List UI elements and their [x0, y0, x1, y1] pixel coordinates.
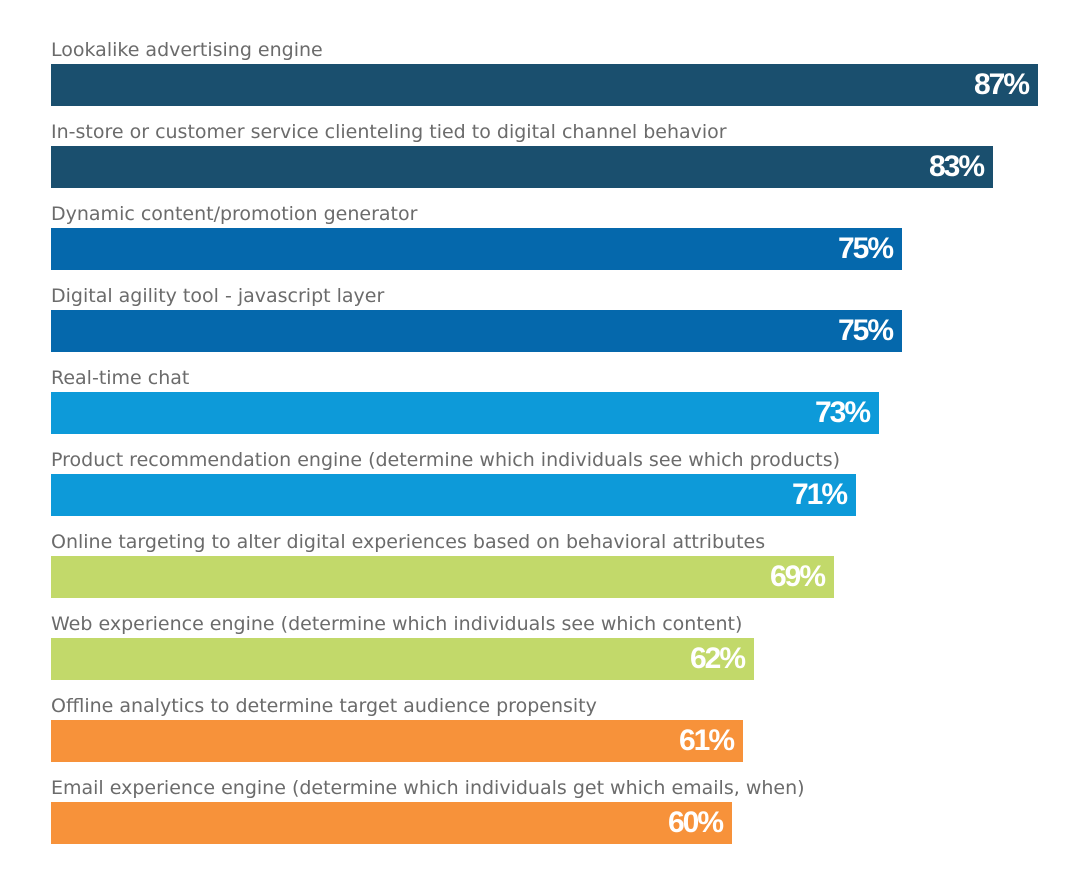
category-label: Web experience engine (determine which i…	[51, 613, 743, 635]
bar	[51, 310, 902, 352]
category-label: Real-time chat	[51, 367, 190, 389]
bar-row: Digital agility tool - javascript layer 7…	[0, 284, 1074, 354]
bar	[51, 802, 732, 844]
category-label: Product recommendation engine (determine…	[51, 449, 841, 471]
bar-row: In-store or customer service clienteling…	[0, 120, 1074, 190]
bar-row: Online targeting to alter digital experi…	[0, 530, 1074, 600]
category-label: In-store or customer service clienteling…	[51, 121, 727, 143]
bar-row: Lookalike advertising engine 87%	[0, 38, 1074, 108]
bar-row: Dynamic content/promotion generator 75%	[0, 202, 1074, 272]
bar-value-label: 69%	[769, 560, 826, 593]
bar-row: Product recommendation engine (determine…	[0, 448, 1074, 518]
category-label: Lookalike advertising engine	[51, 39, 323, 61]
bar	[51, 720, 743, 762]
bar	[51, 474, 856, 516]
bar-value-label: 75%	[837, 232, 894, 265]
category-label: Online targeting to alter digital experi…	[51, 531, 766, 553]
bar-row: Offline analytics to determine target au…	[0, 694, 1074, 764]
bar	[51, 638, 754, 680]
category-label: Email experience engine (determine which…	[51, 777, 805, 799]
bar-value-label: 61%	[678, 724, 735, 757]
bar-row: Real-time chat 73%	[0, 366, 1074, 436]
bar-value-label: 62%	[689, 642, 746, 675]
bar-value-label: 83%	[928, 150, 985, 183]
category-label: Dynamic content/promotion generator	[51, 203, 418, 225]
bar-row: Web experience engine (determine which i…	[0, 612, 1074, 682]
bar-value-label: 60%	[667, 806, 724, 839]
category-label: Digital agility tool - javascript layer	[51, 285, 385, 307]
bar	[51, 556, 834, 598]
bar	[51, 228, 902, 270]
category-label: Offline analytics to determine target au…	[51, 695, 597, 717]
bar-row: Email experience engine (determine which…	[0, 776, 1074, 846]
bar-value-label: 87%	[973, 68, 1030, 101]
bar-value-label: 71%	[791, 478, 848, 511]
bar	[51, 392, 879, 434]
bar-value-label: 73%	[814, 396, 871, 429]
bar-value-label: 75%	[837, 314, 894, 347]
bar	[51, 146, 993, 188]
bar	[51, 64, 1038, 106]
